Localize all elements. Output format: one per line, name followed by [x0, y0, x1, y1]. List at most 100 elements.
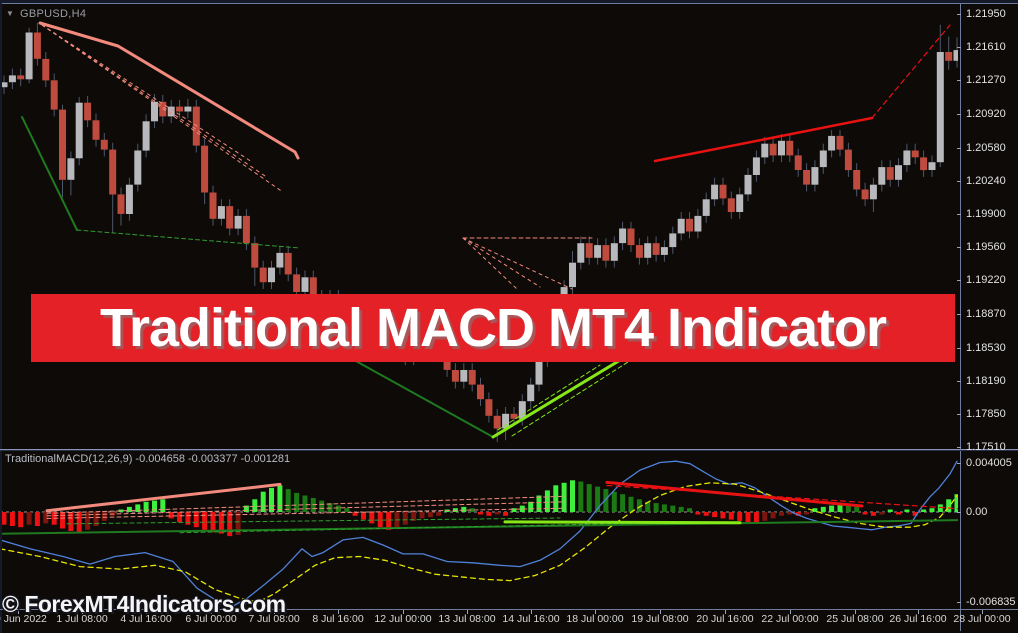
bear-candle [769, 143, 777, 156]
indicator-panel-separator[interactable] [0, 449, 1018, 450]
time-label[interactable]: 6 Jul 00:00 [185, 613, 237, 625]
bull-candle [953, 50, 958, 61]
time-label[interactable]: 8 Jul 16:00 [312, 613, 364, 625]
macd-red-dash[interactable] [606, 484, 965, 510]
pink-fan-dash-3[interactable] [41, 24, 284, 193]
macd-main-line[interactable] [0, 460, 958, 607]
time-label[interactable]: 20 Jul 16:00 [696, 613, 754, 625]
symbol-dropdown-icon[interactable]: ▼ [6, 9, 14, 18]
bull-candle [75, 102, 83, 159]
macd-axis-label: -0.006835 [966, 596, 1016, 608]
macd-histogram-bar [603, 489, 609, 512]
macd-histogram-bar [411, 512, 417, 521]
time-label[interactable]: 19 Jul 08:00 [631, 613, 689, 625]
macd-histogram-bar [720, 512, 726, 519]
green-downtrend-line[interactable] [21, 116, 78, 231]
price-tick [957, 114, 961, 115]
time-label[interactable]: 25 Jul 08:00 [826, 613, 884, 625]
macd-histogram-bar [870, 512, 876, 516]
macd-axis-tick [957, 463, 961, 464]
macd-histogram-bar [762, 512, 768, 521]
macd-pink-dash-1[interactable] [46, 495, 566, 514]
bear-candle [176, 106, 184, 112]
price-tick [957, 181, 961, 182]
indicator-panel-separator-shadow [0, 450, 1018, 451]
macd-histogram-bar [386, 512, 392, 530]
lime-dash-2[interactable] [511, 361, 629, 437]
macd-histogram-bar [570, 480, 575, 513]
macd-pink-dash-2[interactable] [46, 501, 566, 517]
macd-green-dash-1[interactable] [66, 517, 561, 525]
macd-histogram-bar [68, 512, 74, 531]
macd-histogram-bar [252, 499, 258, 512]
time-tick [211, 610, 212, 614]
green-dash-line[interactable] [76, 229, 301, 249]
macd-axis-tick [957, 512, 961, 513]
window-frame-left [0, 0, 2, 633]
macd-axis-label: 0.00 [966, 506, 988, 518]
bear-candle [886, 167, 894, 180]
bear-candle [309, 277, 317, 297]
price-label: 1.17510 [966, 441, 1006, 453]
macd-histogram-bar [737, 512, 743, 521]
time-label[interactable]: 7 Jul 08:00 [248, 613, 300, 625]
bull-candle [694, 215, 702, 232]
lime-dash-1[interactable] [497, 364, 601, 431]
macd-histogram-bar [285, 489, 291, 512]
time-label[interactable]: 22 Jul 00:00 [761, 613, 819, 625]
bear-candle [284, 252, 292, 275]
macd-signal-line[interactable] [0, 482, 958, 603]
macd-axis-label: 0.004005 [966, 457, 1012, 469]
bear-candle [485, 399, 493, 416]
macd-histogram-bar [678, 506, 684, 512]
macd-histogram-bar [745, 512, 751, 523]
macd-histogram-bar [1, 512, 7, 525]
pink-fan2-dash-2[interactable] [462, 237, 541, 288]
salmon-downtrend-line[interactable] [38, 21, 300, 160]
time-label[interactable]: 1 Jul 08:00 [56, 613, 108, 625]
time-label[interactable]: 4 Jul 16:00 [120, 613, 172, 625]
bear-candle [585, 243, 593, 258]
price-label: 1.19220 [966, 274, 1006, 286]
bull-candle [928, 162, 936, 170]
macd-histogram-bar [578, 481, 584, 512]
macd-histogram-bar [946, 499, 952, 512]
macd-lime-line[interactable] [503, 520, 742, 525]
bear-candle [786, 140, 794, 156]
time-label[interactable]: 13 Jul 08:00 [438, 613, 496, 625]
red-uptrend-line[interactable] [653, 116, 874, 163]
pink-fan-dash-1[interactable] [41, 24, 253, 163]
bear-candle [861, 189, 869, 200]
macd-histogram-bar [528, 501, 534, 512]
red-uptrend-dash[interactable] [871, 24, 951, 119]
time-label[interactable]: 14 Jul 16:00 [502, 613, 560, 625]
time-label[interactable]: 12 Jul 00:00 [374, 613, 432, 625]
macd-histogram-bar [561, 482, 567, 512]
pink-fan-dash-2[interactable] [41, 24, 269, 179]
time-label[interactable]: 30 Jun 2022 [0, 613, 47, 625]
pink-fan2-dash-3[interactable] [462, 237, 573, 290]
bull-candle [502, 413, 510, 429]
macd-pink-dash-3[interactable] [46, 507, 566, 519]
time-tick [725, 610, 726, 614]
macd-histogram-bar [294, 492, 300, 512]
macd-histogram-bar [335, 505, 341, 512]
macd-histogram-bar [486, 512, 492, 516]
macd-green-dash-2[interactable] [179, 522, 661, 534]
macd-histogram-bar [611, 491, 617, 512]
time-label[interactable]: 26 Jul 16:00 [889, 613, 947, 625]
time-label[interactable]: 18 Jul 00:00 [566, 613, 624, 625]
bull-candle [527, 384, 535, 402]
price-label: 1.19560 [966, 241, 1006, 253]
macd-histogram-bar [695, 512, 701, 515]
bull-candle [811, 167, 819, 185]
macd-darkgreen-line[interactable] [0, 519, 972, 535]
time-label[interactable]: 28 Jul 00:00 [953, 613, 1011, 625]
macd-histogram-bar [126, 506, 132, 512]
pink-fan2-dash-1[interactable] [462, 237, 518, 290]
bull-candle [903, 150, 911, 166]
macd-salmon-line[interactable] [45, 482, 282, 513]
time-axis-separator [0, 609, 1018, 610]
macd-lines [0, 460, 972, 607]
window-top-strip [0, 0, 1018, 3]
